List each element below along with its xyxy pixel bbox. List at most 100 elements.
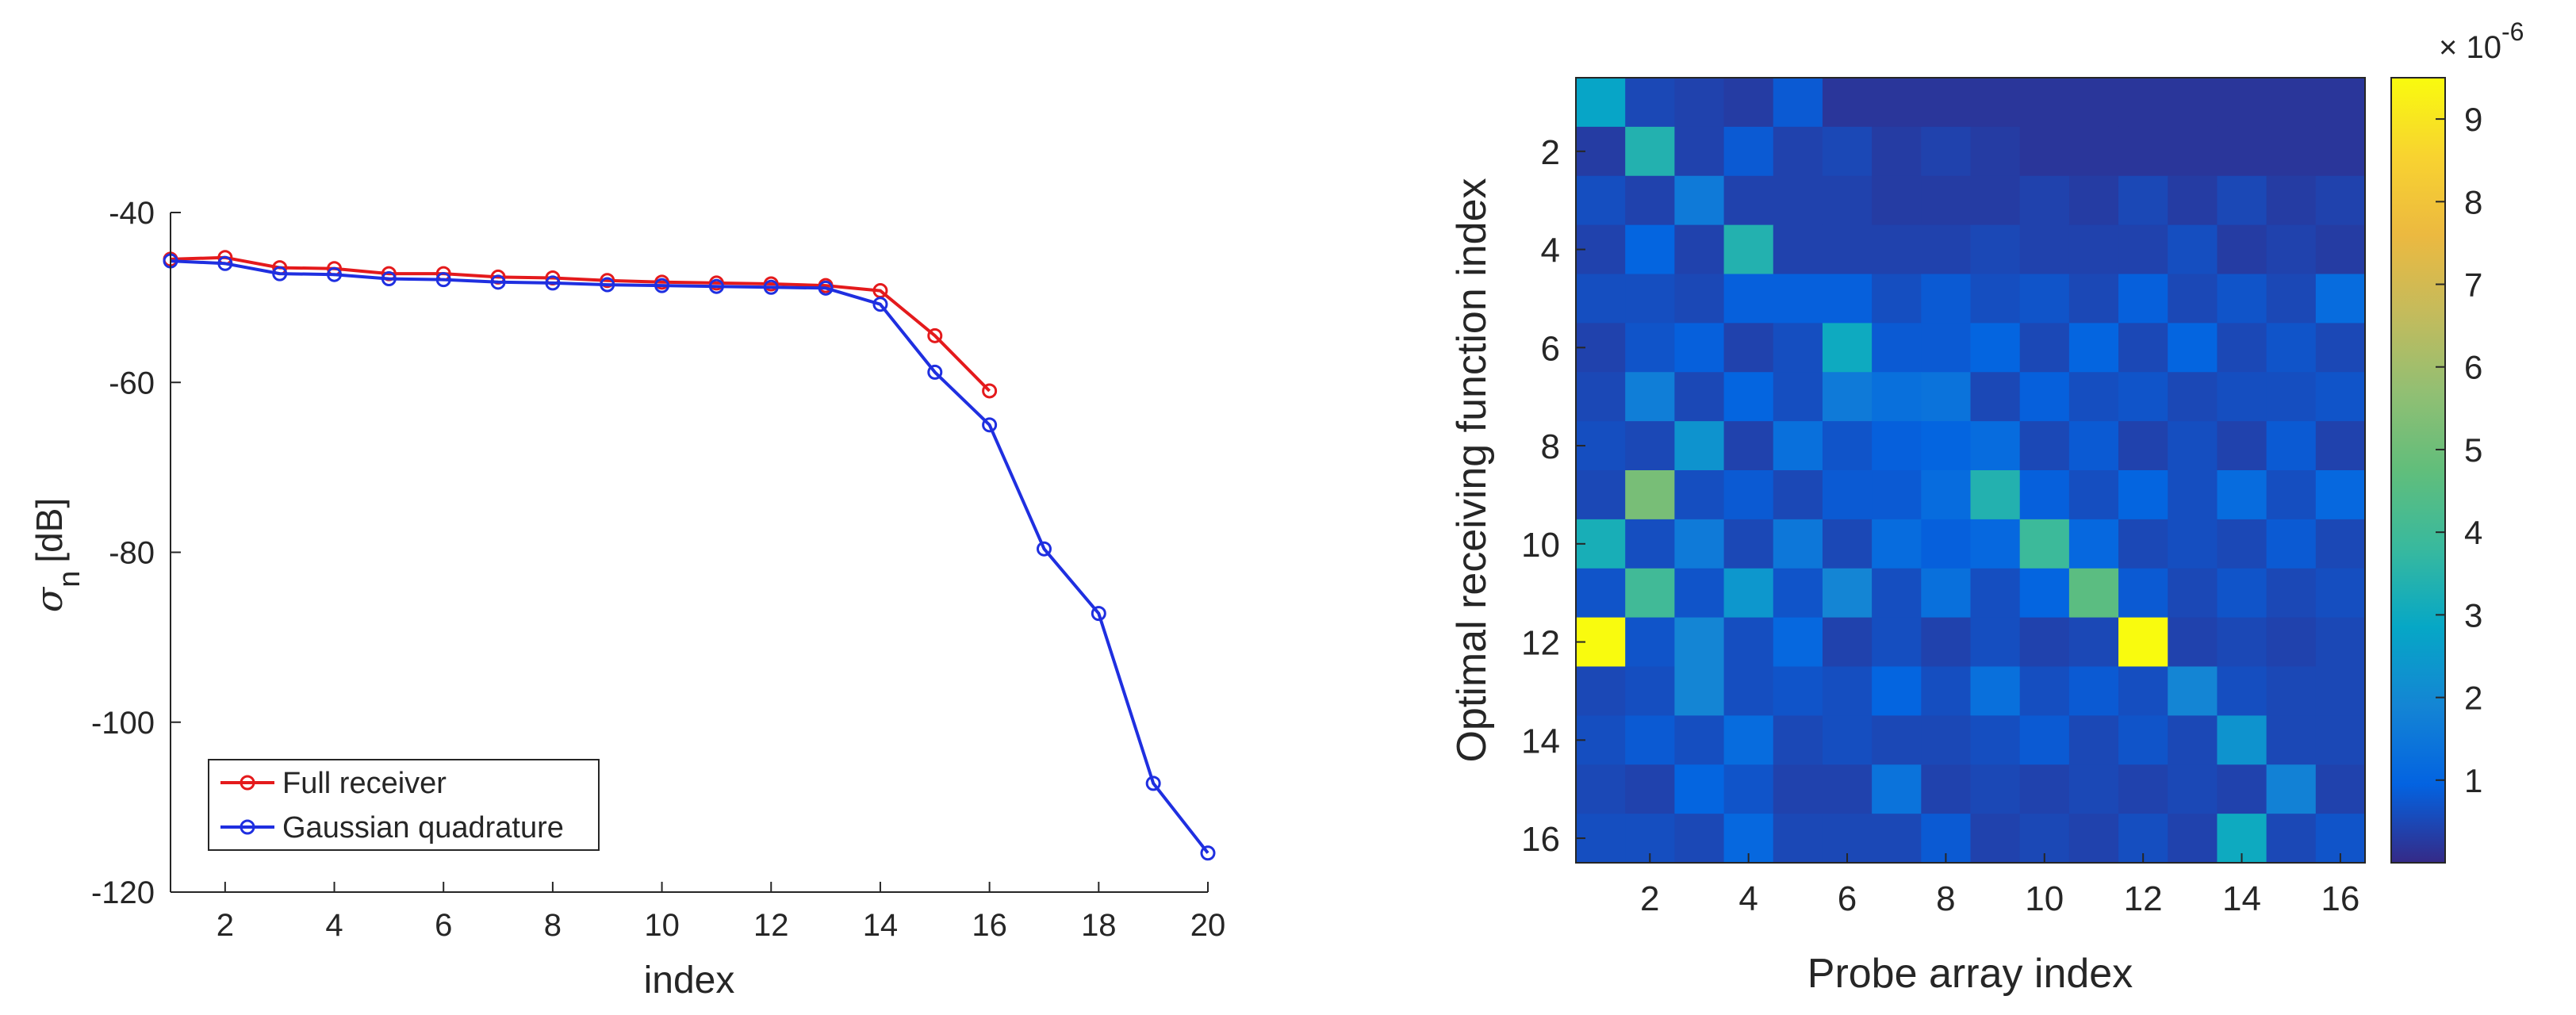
series-marker-gaussian-quadrature — [927, 364, 943, 380]
heatmap-cell — [2068, 666, 2119, 716]
heatmap-cell — [2019, 617, 2070, 668]
heatmap-cell — [2315, 715, 2366, 765]
heatmap-cell — [2266, 470, 2317, 520]
heatmap-cell — [1872, 666, 1922, 716]
heatmap-y-tick-label: 16 — [1521, 820, 1560, 859]
series-marker-gaussian-quadrature — [600, 277, 615, 293]
heatmap-cell — [1576, 175, 1626, 226]
heatmap-cell — [1773, 568, 1823, 619]
heatmap-cell — [1625, 764, 1675, 814]
series-marker-gaussian-quadrature — [217, 255, 233, 271]
heatmap-cell — [2217, 666, 2267, 716]
heatmap-cell — [2168, 666, 2218, 716]
heatmap-cell — [1723, 175, 1774, 226]
heatmap-frame — [1575, 77, 2366, 864]
heatmap-cell — [2118, 274, 2168, 324]
heatmap-cell — [2019, 666, 2070, 716]
heatmap-cell — [1576, 470, 1626, 520]
heatmap-cell — [1773, 617, 1823, 668]
heatmap-cell — [2118, 470, 2168, 520]
line-x-tick-label: 6 — [435, 908, 452, 943]
heatmap-cell — [2068, 470, 2119, 520]
heatmap-cell — [1723, 372, 1774, 422]
heatmap-cell — [1872, 814, 1922, 864]
heatmap-cell — [1674, 519, 1725, 569]
line-series-layer — [163, 250, 1216, 861]
heatmap-cell — [2019, 372, 2070, 422]
heatmap-x-tick-label: 14 — [2222, 879, 2261, 918]
heatmap-cell — [2266, 224, 2317, 275]
heatmap-cells — [1576, 78, 2366, 864]
colorbar-tick-label: 2 — [2464, 680, 2482, 717]
colorbar-tick-label: 1 — [2464, 762, 2482, 799]
heatmap-cell — [1970, 126, 2021, 177]
heatmap-cell — [1625, 421, 1675, 471]
heatmap-cell — [1921, 715, 1972, 765]
line-legend: Full receiver Gaussian quadrature — [208, 759, 600, 851]
heatmap-cell — [2168, 274, 2218, 324]
legend-box — [208, 759, 600, 851]
series-marker-gaussian-quadrature — [872, 297, 888, 312]
heatmap-cell — [1625, 126, 1675, 177]
heatmap-cell — [1921, 372, 1972, 422]
heatmap-cell — [1723, 715, 1774, 765]
series-line-full-receiver — [170, 255, 991, 393]
heatmap-cell — [1674, 175, 1725, 226]
heatmap-cell — [1921, 274, 1972, 324]
heatmap-cell — [1822, 519, 1873, 569]
heatmap-cell — [2068, 617, 2119, 668]
heatmap-cell — [1674, 78, 1725, 128]
heatmap-cell — [1674, 421, 1725, 471]
heatmap-cell — [1674, 274, 1725, 324]
heatmap-y-axis-label: Optimal receiving function index — [1449, 178, 1495, 762]
heatmap-cell — [2118, 78, 2168, 128]
heatmap-cell — [1625, 617, 1675, 668]
heatmap-cell — [2068, 814, 2119, 864]
colorbar-tick-label: 7 — [2464, 266, 2482, 304]
heatmap-cell — [2068, 175, 2119, 226]
heatmap-cell — [1723, 126, 1774, 177]
heatmap-x-tick-label: 4 — [1738, 879, 1758, 918]
heatmap-x-tick-label: 10 — [2025, 879, 2064, 918]
heatmap-cell — [1723, 519, 1774, 569]
heatmap-cell — [1822, 78, 1873, 128]
heatmap-y-tick-label: 14 — [1521, 722, 1560, 760]
heatmap-cell — [2315, 568, 2366, 619]
heatmap-cell — [2118, 568, 2168, 619]
heatmap-cell — [2019, 421, 2070, 471]
heatmap-x-tick-label: 8 — [1936, 879, 1955, 918]
heatmap-cell — [2168, 764, 2218, 814]
series-marker-gaussian-quadrature — [1145, 776, 1161, 791]
heatmap-cell — [2217, 617, 2267, 668]
heatmap-cell — [1970, 78, 2021, 128]
line-y-axis-label-unit: [dB] — [29, 498, 70, 563]
heatmap-cell — [1872, 274, 1922, 324]
heatmap-cell — [1576, 274, 1626, 324]
heatmap-cell — [2019, 323, 2070, 373]
heatmap-cell — [1872, 470, 1922, 520]
series-marker-full-receiver — [982, 383, 998, 399]
heatmap-cell — [1970, 617, 2021, 668]
legend-label-gaussian-quadrature: Gaussian quadrature — [282, 811, 564, 845]
series-marker-gaussian-quadrature — [435, 272, 451, 288]
line-y-tick-label: -80 — [109, 536, 155, 571]
heatmap-y-tick-label: 4 — [1541, 232, 1560, 270]
heatmap-cell — [2019, 175, 2070, 226]
line-chart: 2 4 6 8 10 12 14 16 18 20 -40 -60 -80 -100 -120 index… — [28, 196, 1225, 1002]
heatmap-cell — [1625, 470, 1675, 520]
heatmap-cell — [1872, 372, 1922, 422]
series-marker-gaussian-quadrature — [381, 271, 397, 287]
heatmap-cell — [2068, 274, 2119, 324]
heatmap-cell — [1674, 666, 1725, 716]
legend-entry-gaussian-quadrature: Gaussian quadrature — [220, 811, 564, 845]
colorbar-gradient — [2390, 77, 2446, 864]
heatmap-cell — [2315, 175, 2366, 226]
heatmap-y-tick-label: 12 — [1521, 624, 1560, 663]
colorbar-tick-label: 5 — [2464, 431, 2482, 469]
heatmap-cell — [2217, 126, 2267, 177]
line-x-tick-label: 18 — [1081, 908, 1117, 943]
heatmap-cell — [1822, 764, 1873, 814]
heatmap-cell — [1723, 470, 1774, 520]
heatmap-cell — [1822, 274, 1873, 324]
heatmap-cell — [1674, 568, 1725, 619]
